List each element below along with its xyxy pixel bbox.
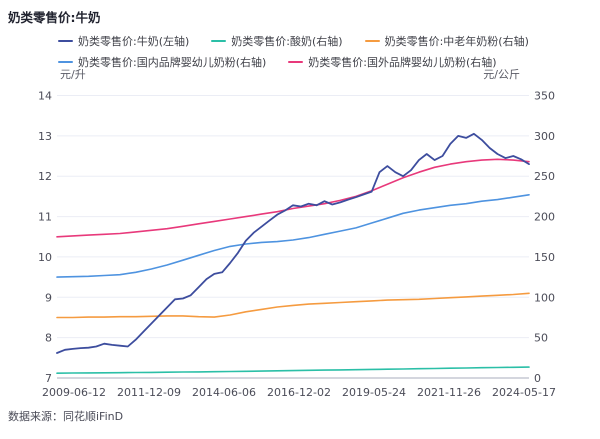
y-axis-right-tick: 300 (534, 130, 555, 143)
y-axis-right-tick: 0 (534, 372, 541, 385)
x-axis-tick: 2011-12-09 (117, 386, 181, 399)
legend-label: 奶类零售价:中老年奶粉(右轴) (384, 35, 529, 48)
legend-line-swatch-icon (211, 40, 227, 42)
legend-label: 奶类零售价:国外品牌婴幼儿奶粉(右轴) (308, 56, 497, 69)
x-axis-tick: 2021-11-26 (417, 386, 481, 399)
series-line (56, 158, 530, 238)
left-axis-unit-label: 元/升 (60, 68, 86, 81)
y-axis-left-tick: 8 (45, 332, 52, 345)
series-line (56, 292, 530, 319)
series-line (56, 366, 530, 375)
y-axis-right-tick: 150 (534, 251, 555, 264)
y-axis-right-tick: 50 (534, 332, 548, 345)
legend-line-swatch-icon (288, 61, 304, 63)
legend-line-swatch-icon (58, 40, 73, 42)
legend-line-swatch-icon (364, 40, 380, 42)
legend-row-2: 奶类零售价:国内品牌婴幼儿奶粉(右轴) 奶类零售价:国外品牌婴幼儿奶粉(右轴) (58, 54, 529, 70)
series-line (56, 194, 530, 278)
legend-item[interactable]: 奶类零售价:国外品牌婴幼儿奶粉(右轴) (288, 54, 497, 70)
legend-item[interactable]: 奶类零售价:牛奶(左轴) (58, 33, 189, 49)
y-axis-right-tick: 350 (534, 90, 555, 103)
y-axis-right-tick: 100 (534, 291, 555, 304)
x-axis-tick: 2019-05-24 (342, 386, 406, 399)
y-axis-right-tick: 200 (534, 211, 555, 224)
series-line (56, 132, 530, 354)
legend-row-1: 奶类零售价:牛奶(左轴) 奶类零售价:酸奶(右轴) 奶类零售价:中老年奶粉(右轴) (58, 33, 529, 49)
legend-item[interactable]: 奶类零售价:国内品牌婴幼儿奶粉(右轴) (58, 54, 266, 70)
y-axis-left-tick: 11 (38, 211, 52, 224)
legend-label: 奶类零售价:酸奶(右轴) (231, 35, 343, 48)
x-axis-tick: 2009-06-12 (42, 386, 106, 399)
y-axis-left-tick: 9 (45, 291, 52, 304)
legend-line-swatch-icon (58, 61, 73, 63)
legend-label: 奶类零售价:牛奶(左轴) (78, 35, 190, 48)
y-axis-left-tick: 14 (38, 90, 52, 103)
right-axis-unit-label: 元/公斤 (483, 68, 520, 81)
y-axis-left-tick: 7 (45, 372, 52, 385)
data-source-label: 数据来源：同花顺iFinD (8, 410, 124, 423)
x-axis-tick: 2024-05-17 (492, 386, 556, 399)
y-axis-left-tick: 10 (38, 251, 52, 264)
legend-item[interactable]: 奶类零售价:酸奶(右轴) (211, 33, 343, 49)
legend-label: 奶类零售价:国内品牌婴幼儿奶粉(右轴) (78, 56, 267, 69)
y-axis-left-tick: 12 (38, 170, 52, 183)
legend-item[interactable]: 奶类零售价:中老年奶粉(右轴) (364, 33, 529, 49)
x-axis-tick: 2014-06-06 (192, 386, 256, 399)
y-axis-right-tick: 250 (534, 170, 555, 183)
y-axis-left-tick: 13 (38, 130, 52, 143)
page-title: 奶类零售价:牛奶 (8, 10, 101, 25)
x-axis-tick: 2016-12-02 (267, 386, 331, 399)
chart-legend: 奶类零售价:牛奶(左轴) 奶类零售价:酸奶(右轴) 奶类零售价:中老年奶粉(右轴) … (58, 33, 529, 75)
